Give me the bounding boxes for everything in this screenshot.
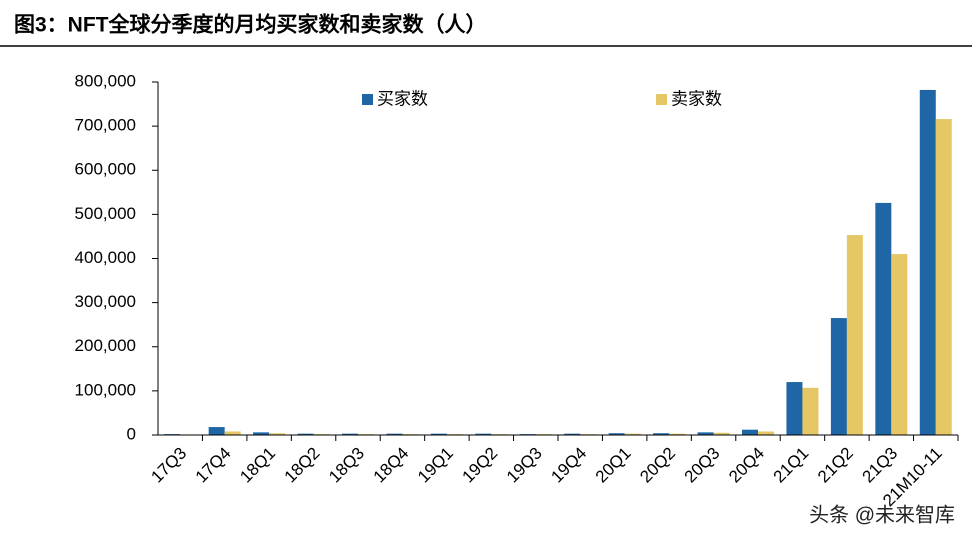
x-tick-label: 21Q1 [770, 444, 813, 487]
bar [846, 235, 863, 435]
x-tick-label: 20Q1 [592, 444, 635, 487]
y-tick-label: 400,000 [75, 248, 136, 267]
bar [830, 318, 847, 435]
legend-label: 卖家数 [671, 90, 722, 110]
x-tick-label: 19Q4 [547, 444, 590, 487]
y-tick-label: 500,000 [75, 204, 136, 223]
bar [758, 431, 774, 435]
bar [224, 431, 241, 435]
x-tick-label: 18Q3 [325, 444, 368, 487]
bar [624, 433, 641, 435]
bar [713, 432, 730, 435]
x-tick-label: 19Q3 [503, 444, 546, 487]
bar [608, 433, 625, 435]
bar [253, 432, 270, 435]
x-tick-label: 20Q2 [636, 444, 679, 487]
chart-title: 图3：NFT全球分季度的月均买家数和卖家数（人） [14, 13, 487, 37]
y-tick-label: 600,000 [75, 160, 136, 179]
bar [208, 427, 225, 435]
bar [935, 119, 952, 435]
bar [269, 433, 286, 435]
y-tick-label: 100,000 [75, 380, 136, 399]
bar [786, 382, 803, 435]
bar [875, 202, 892, 435]
bar [297, 433, 314, 435]
y-tick-label: 0 [127, 424, 136, 443]
x-tick-label: 17Q3 [147, 444, 190, 487]
x-tick-label: 18Q4 [370, 444, 413, 487]
legend-swatch [656, 94, 667, 105]
x-tick-label: 18Q2 [281, 444, 324, 487]
x-tick-label: 18Q1 [236, 444, 279, 487]
bar [430, 433, 447, 435]
y-tick-label: 200,000 [75, 336, 136, 355]
legend-label: 买家数 [377, 90, 428, 110]
watermark: 头条 @未来智库 [809, 503, 955, 526]
x-tick-label: 20Q3 [681, 444, 724, 487]
bar [386, 433, 403, 435]
x-tick-label: 17Q4 [192, 444, 235, 487]
x-tick-label: 19Q2 [458, 444, 501, 487]
bar [475, 433, 492, 435]
bar [742, 429, 758, 435]
legend-swatch [362, 94, 373, 105]
bar [653, 433, 670, 435]
bar [919, 89, 936, 435]
x-tick-label: 19Q1 [414, 444, 457, 487]
bar [669, 433, 686, 435]
y-tick-label: 300,000 [75, 292, 136, 311]
bar [564, 433, 581, 435]
bar [802, 387, 819, 435]
x-tick-label: 20Q4 [725, 444, 768, 487]
y-tick-label: 700,000 [75, 116, 136, 135]
bar [342, 433, 358, 435]
x-tick-label: 21Q2 [814, 444, 857, 487]
bar [697, 432, 714, 435]
y-tick-label: 800,000 [75, 71, 136, 90]
bar [891, 254, 908, 435]
